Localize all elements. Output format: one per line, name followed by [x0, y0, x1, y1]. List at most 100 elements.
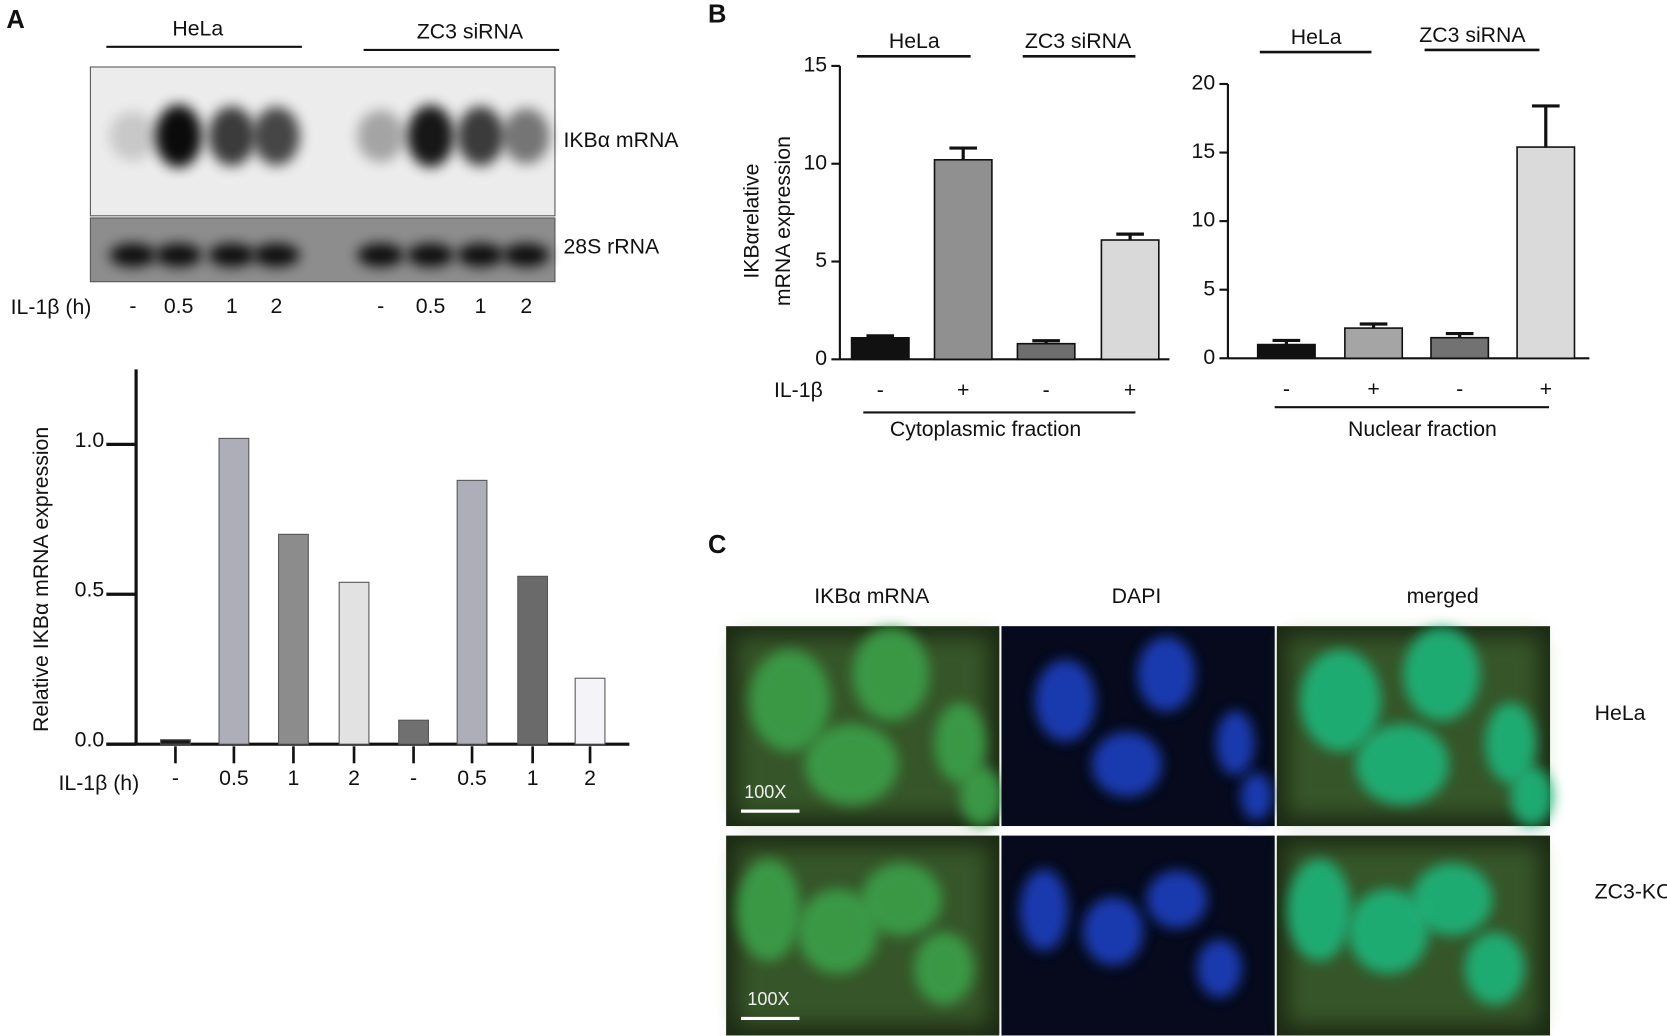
group-label: HeLa: [889, 29, 940, 53]
x-tick-label: +: [1540, 377, 1552, 401]
bar: [1100, 239, 1160, 361]
x-tick-label: -: [877, 378, 884, 402]
cell-nucleus: [1287, 858, 1352, 962]
y-tick-label: 0: [815, 346, 827, 370]
cell-nucleus: [1300, 649, 1382, 752]
scale-bar-label: 100X: [744, 782, 786, 802]
bar: [1430, 336, 1490, 360]
lane-label: -: [129, 294, 136, 318]
blot-band: [208, 106, 256, 166]
bar: [1016, 342, 1076, 361]
blot-band: [407, 105, 454, 168]
bar: [574, 677, 606, 745]
x-tick-label: -: [1283, 377, 1290, 401]
y-tick-label: 0.5: [75, 578, 105, 602]
cell-nucleus: [1197, 939, 1242, 998]
panel-label: C: [708, 531, 726, 559]
bar: [1344, 327, 1404, 360]
blot-band: [155, 104, 203, 168]
blot-band: [502, 108, 550, 164]
cell-nucleus: [1464, 932, 1525, 1005]
row-label: IL-1β: [774, 378, 823, 402]
x-tick-label: -: [1456, 377, 1463, 401]
cell-nucleus: [934, 702, 986, 784]
column-label: IKBα mRNA: [814, 584, 930, 608]
lane-label: 2: [271, 294, 283, 318]
y-tick-label: 1.0: [75, 428, 105, 452]
y-tick-label: 5: [815, 248, 827, 272]
micrographs: [726, 626, 1554, 1036]
x-tick-label: 1: [288, 766, 300, 790]
cell-nucleus: [1411, 863, 1493, 936]
blot-band: [457, 243, 504, 267]
lane-label: 0.5: [164, 294, 194, 318]
blot-probe: IKBα mRNA: [563, 128, 679, 152]
lane-label: 1: [226, 294, 238, 318]
x-tick-label: 0.5: [457, 766, 487, 790]
bar: [933, 159, 993, 361]
x-tick-label: -: [1043, 378, 1050, 402]
blot-band: [109, 243, 157, 267]
bar: [278, 533, 309, 745]
bar: [160, 739, 191, 745]
cell-nucleus: [1137, 636, 1195, 712]
cell-nucleus: [1146, 870, 1208, 929]
y-tick-label: 20: [1192, 71, 1216, 95]
bar: [338, 581, 370, 745]
y-axis-label: mRNA expression: [771, 136, 795, 306]
blot-band: [208, 243, 256, 267]
cell-nucleus: [852, 627, 930, 721]
cell-nucleus: [1034, 659, 1096, 742]
group-label: ZC3 siRNA: [1025, 29, 1132, 53]
blot-band: [155, 243, 203, 267]
blot-band: [357, 110, 405, 163]
x-axis-label: Cytoplasmic fraction: [890, 417, 1081, 441]
northern-blot: [89, 66, 556, 283]
column-label: merged: [1407, 584, 1479, 608]
bar: [218, 437, 250, 745]
y-axis-label: IKBαrelative: [739, 164, 763, 279]
cell-nucleus: [1348, 888, 1429, 974]
cell-nucleus: [1403, 627, 1480, 721]
lane-label: 1: [475, 294, 487, 318]
panel-label: B: [708, 1, 726, 29]
x-tick-label: 0.5: [219, 766, 249, 790]
x-tick-label: +: [1124, 378, 1136, 402]
blot-band: [253, 243, 300, 267]
x-tick-label: -: [172, 766, 179, 790]
x-tick-label: +: [957, 378, 969, 402]
cell-nucleus: [797, 888, 879, 974]
panel-label: A: [6, 6, 24, 34]
lane-label: 0.5: [416, 294, 446, 318]
cell-nucleus: [1485, 702, 1537, 784]
cell-nucleus: [1091, 732, 1163, 797]
scale-bar-label: 100X: [747, 989, 789, 1009]
column-label: DAPI: [1112, 584, 1162, 608]
blot-band: [253, 106, 300, 166]
cell-nucleus: [736, 858, 801, 962]
blot-group: ZC3 siRNA: [417, 20, 524, 44]
cell-nucleus: [1216, 710, 1255, 776]
row-label: ZC3-KO: [1595, 880, 1667, 904]
x-tick-label: -: [410, 766, 417, 790]
blot-row-label: IL-1β (h): [11, 295, 92, 319]
y-tick-label: 0.0: [75, 728, 105, 752]
group-label: ZC3 siRNA: [1419, 23, 1526, 47]
x-tick-label: +: [1367, 377, 1379, 401]
y-tick-label: 10: [803, 150, 827, 174]
cell-nucleus: [861, 863, 942, 936]
group-label: HeLa: [1291, 25, 1342, 49]
row-label: HeLa: [1595, 701, 1646, 725]
x-axis-label: IL-1β (h): [58, 771, 139, 795]
cell-nucleus: [1240, 772, 1273, 821]
blot-band: [407, 243, 454, 267]
y-tick-label: 5: [1203, 276, 1215, 300]
cell-nucleus: [1020, 869, 1068, 951]
cell-nucleus: [914, 932, 974, 1005]
blot-band: [457, 106, 504, 166]
bar: [1256, 343, 1316, 360]
x-tick-label: 2: [584, 766, 596, 790]
y-tick-label: 15: [803, 53, 827, 77]
cell-nucleus: [960, 766, 1003, 827]
